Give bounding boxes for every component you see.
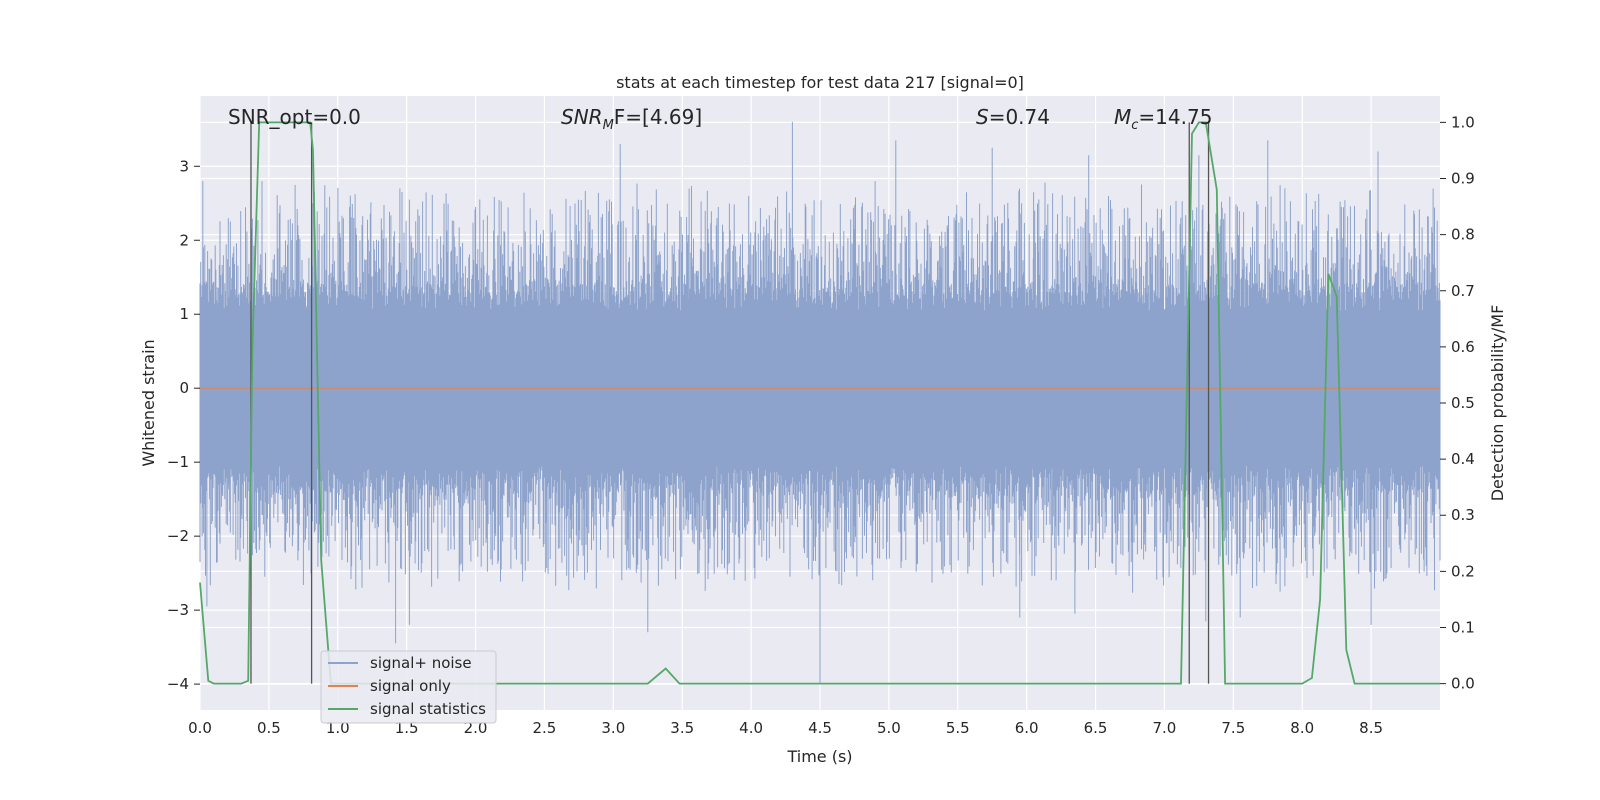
snr-mf-rest: F=[4.69]	[614, 105, 702, 129]
x-tick-label: 8.0	[1290, 719, 1314, 737]
x-tick-label: 4.5	[808, 719, 832, 737]
y2-tick-label: 0.4	[1451, 450, 1475, 468]
y-tick-label: −3	[167, 601, 189, 619]
y-tick-label: −4	[167, 675, 189, 693]
signal-statistics-line	[199, 121, 1440, 685]
mc-main: M	[1114, 105, 1131, 129]
x-tick-label: 2.5	[533, 719, 557, 737]
s-rest: =0.74	[989, 105, 1050, 129]
y2-axis-label: Detection probability/MF	[1488, 305, 1507, 502]
y2-tick-label: 0.7	[1451, 282, 1475, 300]
legend: signal+ noise signal only signal statist…	[320, 650, 497, 724]
y2-tick-label: 0.5	[1451, 394, 1475, 412]
x-tick-label: 5.5	[946, 719, 970, 737]
y2-tick-label: 0.2	[1451, 562, 1475, 580]
x-tick-label: 5.0	[877, 719, 901, 737]
x-tick-label: 6.0	[1015, 719, 1039, 737]
annotation-snr-opt: SNR_opt=0.0	[228, 105, 361, 129]
x-tick-label: 6.5	[1084, 719, 1108, 737]
annotation-mc: Mc=14.75	[1114, 105, 1212, 133]
y-tick-label: 2	[179, 231, 189, 249]
x-axis-label: Time (s)	[786, 747, 852, 766]
y-tick-label: 3	[179, 157, 189, 175]
legend-label-noise: signal+ noise	[370, 654, 472, 672]
y-tick-label: −1	[167, 453, 189, 471]
chart-title: stats at each timestep for test data 217…	[616, 73, 1024, 92]
x-tick-label: 7.5	[1221, 719, 1245, 737]
y2-tick-label: 0.6	[1451, 338, 1475, 356]
mc-rest: =14.75	[1138, 105, 1212, 129]
y-tick-label: 0	[179, 379, 189, 397]
legend-label-stats: signal statistics	[370, 700, 486, 718]
y2-tick-label: 0.0	[1451, 675, 1475, 693]
x-tick-label: 3.0	[601, 719, 625, 737]
y2-tick-labels: 1.0 0.9 0.8 0.7 0.6 0.5 0.4 0.3 0.2 0.1 0.0	[1440, 113, 1475, 693]
snr-mf-main: SNR	[561, 105, 603, 129]
s-main: S	[976, 105, 989, 129]
annotation-s: S=0.74	[976, 105, 1050, 129]
x-tick-label: 0.5	[257, 719, 281, 737]
snr-mf-sub: M	[603, 118, 614, 133]
y2-tick-label: 0.3	[1451, 506, 1475, 524]
legend-box	[320, 650, 497, 724]
y-tick-label: −2	[167, 527, 189, 545]
legend-label-signal: signal only	[370, 677, 451, 695]
x-tick-label: 3.5	[670, 719, 694, 737]
y2-tick-label: 0.1	[1451, 618, 1475, 636]
x-tick-label: 8.5	[1359, 719, 1383, 737]
annotation-snr-mf: SNRMF=[4.69]	[561, 105, 702, 133]
x-tick-label: 7.0	[1153, 719, 1177, 737]
y-axis-label: Whitened strain	[139, 339, 158, 466]
mc-sub: c	[1131, 118, 1138, 133]
y2-tick-label: 0.9	[1451, 170, 1475, 188]
x-tick-label: 0.0	[188, 719, 212, 737]
y2-tick-label: 1.0	[1451, 113, 1475, 131]
y-tick-labels: 3 2 1 0 −1 −2 −3 −4	[167, 157, 200, 693]
y-tick-label: 1	[179, 305, 189, 323]
y2-tick-label: 0.8	[1451, 226, 1475, 244]
x-tick-label: 4.0	[739, 719, 763, 737]
